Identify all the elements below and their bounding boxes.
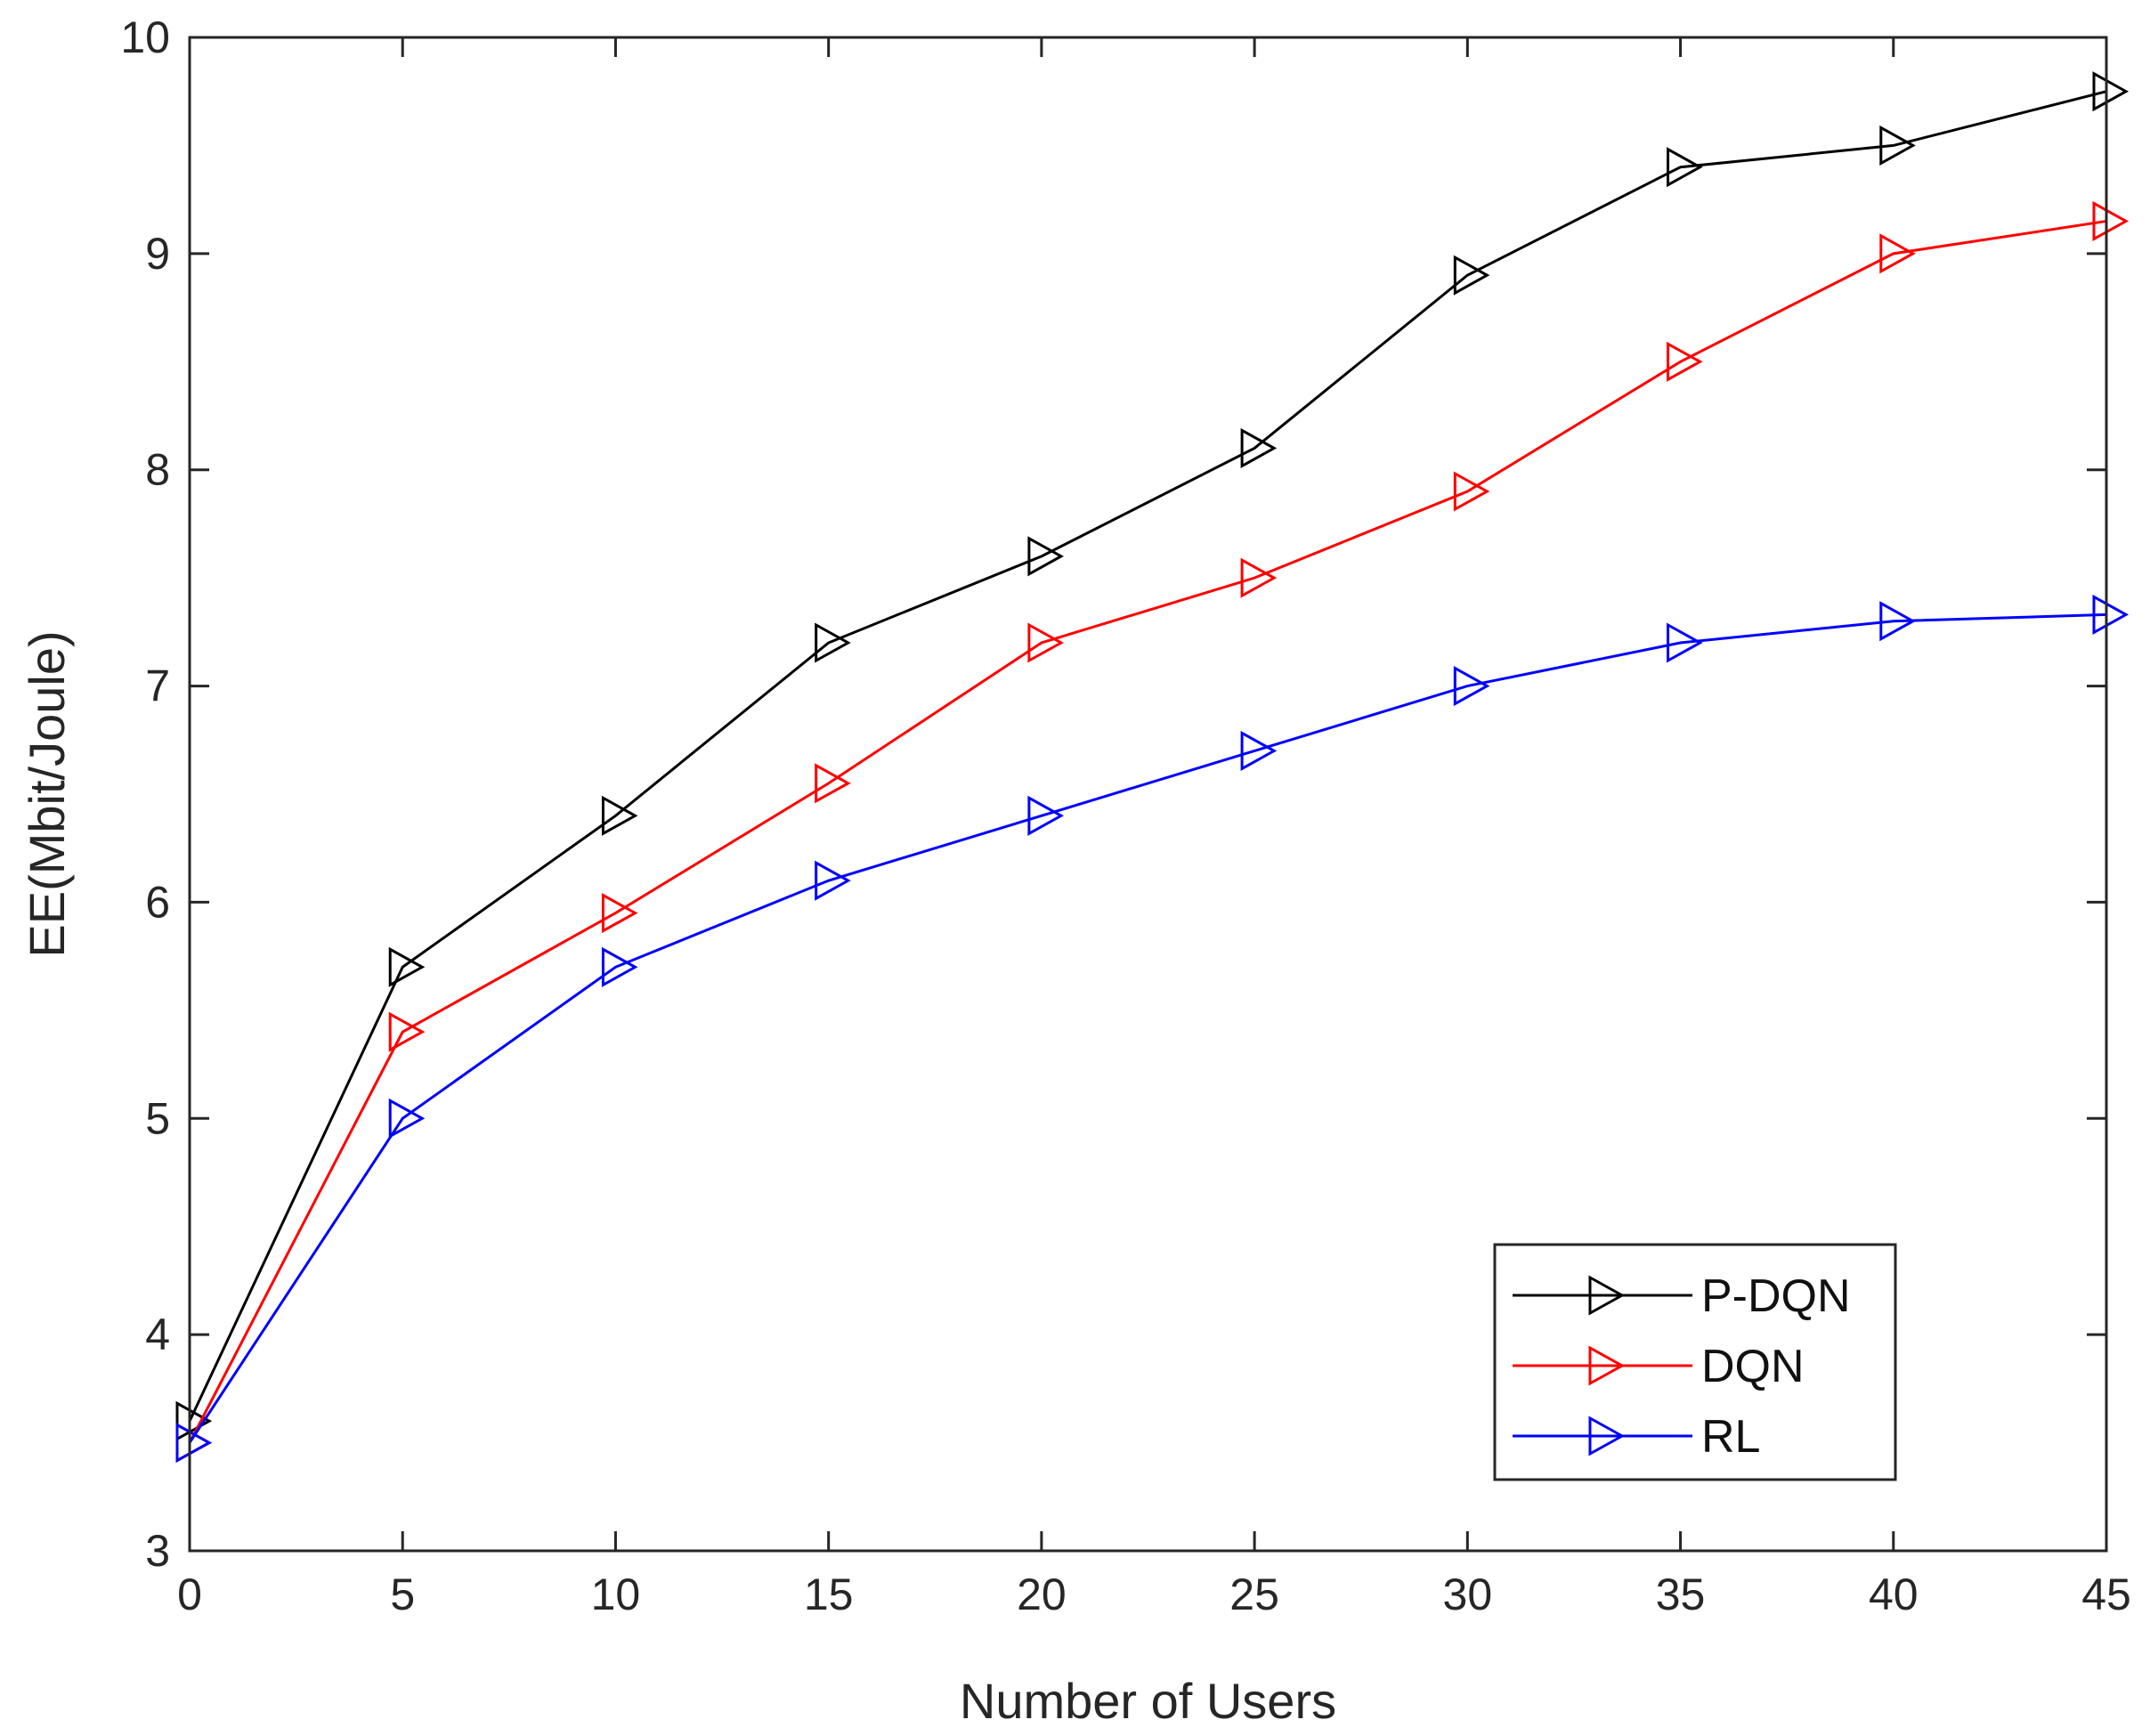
data-point xyxy=(1453,666,1490,707)
data-point xyxy=(1453,255,1490,296)
data-point xyxy=(1453,471,1490,512)
data-point xyxy=(1879,125,1916,166)
legend-box xyxy=(1493,1243,1897,1481)
y-axis-label: EE(Mbit/Joule) xyxy=(19,630,75,957)
data-point xyxy=(1240,730,1278,771)
x-axis-label: Number of Users xyxy=(960,1673,1336,1729)
data-point xyxy=(1240,557,1278,598)
x-tick-label: 5 xyxy=(390,1570,415,1619)
data-point xyxy=(815,860,851,901)
x-tick-label: 20 xyxy=(1017,1570,1067,1619)
x-tick-label: 35 xyxy=(1656,1570,1706,1619)
data-point xyxy=(1667,341,1703,382)
data-point xyxy=(2092,71,2130,112)
data-point xyxy=(1667,622,1703,663)
data-point xyxy=(815,622,851,663)
series-line-rl xyxy=(188,612,2107,1444)
legend-marker xyxy=(1588,1416,1626,1456)
data-point xyxy=(388,1098,426,1139)
data-point xyxy=(2092,594,2130,635)
series-line-dqn xyxy=(188,219,2107,1444)
y-tick-label: 3 xyxy=(145,1526,170,1576)
y-tick-label: 5 xyxy=(145,1093,170,1143)
legend-marker xyxy=(1588,1345,1626,1386)
x-tick-label: 30 xyxy=(1443,1570,1493,1619)
data-point xyxy=(601,795,638,836)
y-tick-label: 9 xyxy=(145,229,170,279)
y-tick-label: 10 xyxy=(120,12,170,62)
series-dqn xyxy=(175,200,2130,1464)
data-point xyxy=(1879,233,1916,274)
data-point xyxy=(601,946,638,987)
legend-marker xyxy=(1588,1275,1626,1316)
x-tick-label: 10 xyxy=(591,1570,641,1619)
y-tick-label: 8 xyxy=(145,445,170,495)
x-tick-label: 40 xyxy=(1869,1570,1919,1619)
x-tick-label: 45 xyxy=(2081,1570,2131,1619)
data-point xyxy=(601,893,638,934)
legend-label: P-DQN xyxy=(1701,1270,1851,1322)
series-p-dqn xyxy=(175,71,2130,1441)
legend: P-DQN DQN RL xyxy=(1493,1243,1897,1481)
axes-box xyxy=(188,36,2108,1553)
data-point xyxy=(388,946,426,987)
y-tick-label: 6 xyxy=(145,877,170,927)
data-point xyxy=(175,1400,213,1441)
data-point xyxy=(1667,147,1703,188)
legend-label: DQN xyxy=(1701,1341,1805,1392)
legend-item-dqn: DQN xyxy=(1513,1341,1805,1392)
legend-item-p-dqn: P-DQN xyxy=(1513,1270,1851,1322)
x-tick-label: 15 xyxy=(804,1570,854,1619)
series-line-p-dqn xyxy=(188,90,2107,1422)
y-tick-label: 7 xyxy=(145,661,170,711)
data-point xyxy=(388,1011,426,1052)
data-point xyxy=(1027,622,1064,663)
data-point xyxy=(1027,795,1064,836)
x-tick-label: 25 xyxy=(1229,1570,1279,1619)
data-point xyxy=(2092,200,2130,241)
y-tick-label: 4 xyxy=(145,1310,170,1359)
legend-item-rl: RL xyxy=(1513,1411,1760,1463)
data-point xyxy=(815,763,851,804)
data-point xyxy=(1879,601,1916,642)
data-point xyxy=(175,1423,213,1464)
x-tick-label: 0 xyxy=(177,1570,202,1619)
series-rl xyxy=(175,594,2130,1464)
data-point xyxy=(1027,536,1064,577)
legend-label: RL xyxy=(1701,1411,1760,1463)
data-point xyxy=(1240,427,1278,468)
